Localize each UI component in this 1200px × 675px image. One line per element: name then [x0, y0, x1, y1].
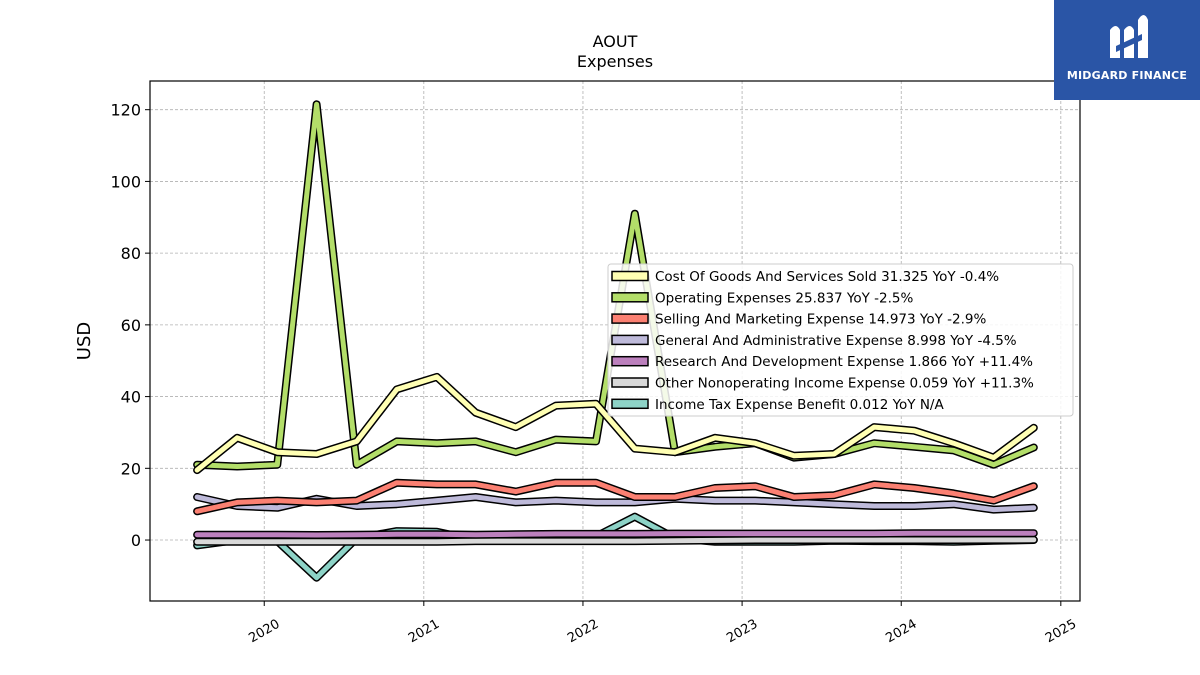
- chart-title: AOUT: [593, 32, 638, 51]
- legend-swatch: [611, 313, 649, 324]
- legend-swatch: [611, 334, 649, 346]
- y-axis-label: USD: [74, 322, 95, 360]
- legend-entry: Operating Expenses 25.837 YoY -2.5%: [655, 290, 914, 306]
- series-line: [194, 480, 1037, 514]
- y-tick-label: 80: [121, 244, 141, 263]
- y-tick-label: 40: [121, 388, 141, 407]
- legend-entry: Income Tax Expense Benefit 0.012 YoY N/A: [655, 397, 944, 413]
- legend-entry: General And Administrative Expense 8.998…: [655, 333, 1017, 349]
- legend-swatch: [611, 398, 649, 410]
- series-line: [194, 530, 1037, 538]
- y-tick-label: 0: [131, 531, 141, 550]
- y-tick-label: 100: [110, 172, 141, 191]
- legend-entry: Selling And Marketing Expense 14.973 YoY…: [655, 312, 986, 328]
- legend: Cost Of Goods And Services Sold 31.325 Y…: [607, 263, 1074, 417]
- y-tick-label: 20: [121, 459, 141, 478]
- midgard-logo-icon: [1110, 15, 1148, 58]
- legend-box: [607, 263, 1074, 417]
- legend-entry: Other Nonoperating Income Expense 0.059 …: [655, 376, 1034, 392]
- legend-swatch: [611, 292, 649, 303]
- series-line: [194, 374, 1037, 473]
- legend-swatch: [611, 270, 649, 282]
- brand-name: MIDGARD FINANCE: [1066, 69, 1188, 82]
- legend-swatch: [611, 377, 649, 388]
- legend-entry: Research And Development Expense 1.866 Y…: [655, 354, 1033, 370]
- series-line: [194, 537, 1037, 545]
- y-tick-label: 120: [110, 101, 141, 120]
- y-tick-label: 60: [121, 316, 141, 335]
- chart-subtitle: Expenses: [577, 52, 653, 71]
- brand-logo: MIDGARD FINANCE: [1054, 0, 1200, 100]
- legend-entry: Cost Of Goods And Services Sold 31.325 Y…: [655, 269, 999, 285]
- legend-swatch: [611, 355, 649, 367]
- plot-frame: [149, 80, 1081, 602]
